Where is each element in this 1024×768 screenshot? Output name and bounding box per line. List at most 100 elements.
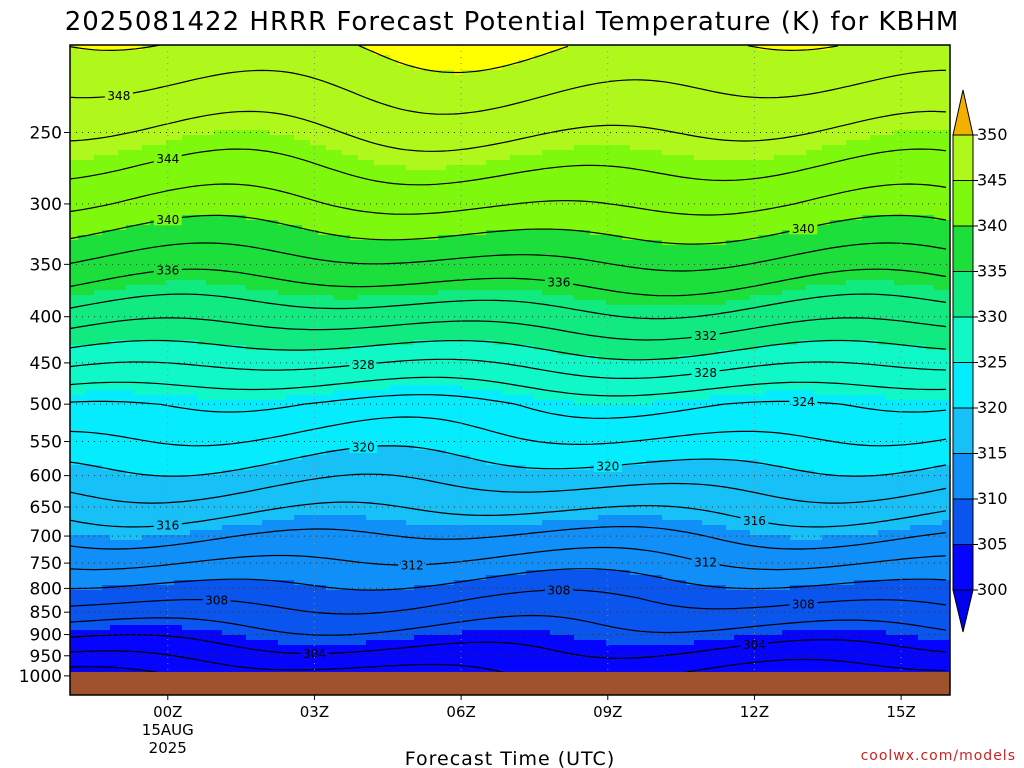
field-cell (190, 335, 199, 341)
field-cell (254, 610, 263, 616)
field-cell (238, 380, 247, 386)
field-cell (198, 145, 207, 151)
field-cell (158, 510, 167, 516)
field-cell (134, 50, 143, 56)
field-cell (366, 625, 375, 631)
field-cell (358, 95, 367, 101)
field-cell (294, 410, 303, 416)
field-cell (246, 655, 255, 661)
field-cell (102, 645, 111, 651)
field-cell (110, 440, 119, 446)
field-cell (110, 75, 119, 81)
field-cell (310, 310, 319, 316)
field-cell (366, 485, 375, 491)
field-cell (86, 465, 95, 471)
field-cell (110, 660, 119, 666)
field-cell (126, 640, 135, 646)
field-cell (286, 170, 295, 176)
field-cell (94, 325, 103, 331)
field-cell (286, 285, 295, 291)
field-cell (342, 70, 351, 76)
field-cell (86, 245, 95, 251)
field-cell (238, 505, 247, 511)
field-cell (190, 380, 199, 386)
field-cell (166, 190, 175, 196)
field-cell (310, 320, 319, 326)
field-cell (270, 190, 279, 196)
field-cell (150, 175, 159, 181)
field-cell (334, 235, 343, 241)
field-cell (270, 535, 279, 541)
field-cell (190, 605, 199, 611)
field-cell (158, 530, 167, 536)
field-cell (262, 225, 271, 231)
field-cell (190, 45, 199, 51)
field-cell (366, 420, 375, 426)
field-cell (206, 140, 215, 146)
field-cell (70, 130, 79, 136)
field-cell (78, 575, 87, 581)
field-cell (310, 345, 319, 351)
field-cell (318, 565, 327, 571)
field-cell (222, 265, 231, 271)
field-cell (70, 190, 79, 196)
field-cell (182, 230, 191, 236)
field-cell (110, 385, 119, 391)
chart-title: 2025081422 HRRR Forecast Potential Tempe… (65, 7, 960, 37)
field-cell (222, 230, 231, 236)
field-cell (230, 220, 239, 226)
field-cell (342, 65, 351, 71)
field-cell (182, 480, 191, 486)
field-cell (142, 235, 151, 241)
field-cell (374, 125, 383, 131)
field-cell (126, 305, 135, 311)
field-cell (334, 400, 343, 406)
field-cell (278, 245, 287, 251)
field-cell (102, 365, 111, 371)
field-cell (142, 555, 151, 561)
field-cell (158, 100, 167, 106)
field-cell (310, 110, 319, 116)
field-cell (78, 190, 87, 196)
field-cell (318, 290, 327, 296)
field-cell (278, 55, 287, 61)
field-cell (350, 200, 359, 206)
field-cell (150, 200, 159, 206)
field-cell (358, 200, 367, 206)
field-cell (294, 425, 303, 431)
field-cell (214, 570, 223, 576)
field-cell (302, 300, 311, 306)
field-cell (286, 540, 295, 546)
field-cell (118, 365, 127, 371)
field-cell (270, 310, 279, 316)
field-cell (318, 125, 327, 131)
field-cell (158, 590, 167, 596)
field-cell (286, 275, 295, 281)
field-cell (366, 260, 375, 266)
field-cell (238, 580, 247, 586)
field-cell (174, 510, 183, 516)
field-cell (262, 140, 271, 146)
field-cell (118, 635, 127, 641)
field-cell (326, 525, 335, 531)
field-cell (70, 450, 79, 456)
field-cell (110, 250, 119, 256)
field-cell (110, 525, 119, 531)
field-cell (318, 175, 327, 181)
field-cell (326, 45, 335, 51)
field-cell (190, 200, 199, 206)
field-cell (358, 230, 367, 236)
field-cell (206, 200, 215, 206)
field-cell (198, 120, 207, 126)
field-cell (134, 320, 143, 326)
field-cell (150, 485, 159, 491)
field-cell (94, 615, 103, 621)
field-cell (166, 70, 175, 76)
field-cell (70, 585, 79, 591)
field-cell (150, 250, 159, 256)
field-cell (206, 440, 215, 446)
field-cell (254, 175, 263, 181)
field-cell (70, 155, 79, 161)
field-cell (134, 640, 143, 646)
field-cell (366, 145, 375, 151)
